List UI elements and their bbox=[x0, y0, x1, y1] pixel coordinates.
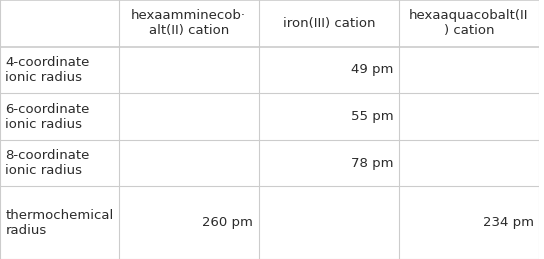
Text: thermochemical
radius: thermochemical radius bbox=[5, 209, 114, 237]
Text: 78 pm: 78 pm bbox=[351, 157, 393, 170]
Text: 234 pm: 234 pm bbox=[483, 216, 534, 229]
Text: 4-coordinate
ionic radius: 4-coordinate ionic radius bbox=[5, 56, 90, 84]
Text: 49 pm: 49 pm bbox=[351, 63, 393, 76]
Text: 8-coordinate
ionic radius: 8-coordinate ionic radius bbox=[5, 149, 90, 177]
Text: 260 pm: 260 pm bbox=[202, 216, 254, 229]
Text: 6-coordinate
ionic radius: 6-coordinate ionic radius bbox=[5, 103, 90, 131]
Text: hexaaquacobalt(II
) cation: hexaaquacobalt(II ) cation bbox=[409, 9, 529, 37]
Text: 55 pm: 55 pm bbox=[351, 110, 393, 123]
Text: iron(III) cation: iron(III) cation bbox=[282, 17, 375, 30]
Text: hexaamminecob·
alt(II) cation: hexaamminecob· alt(II) cation bbox=[131, 9, 246, 37]
